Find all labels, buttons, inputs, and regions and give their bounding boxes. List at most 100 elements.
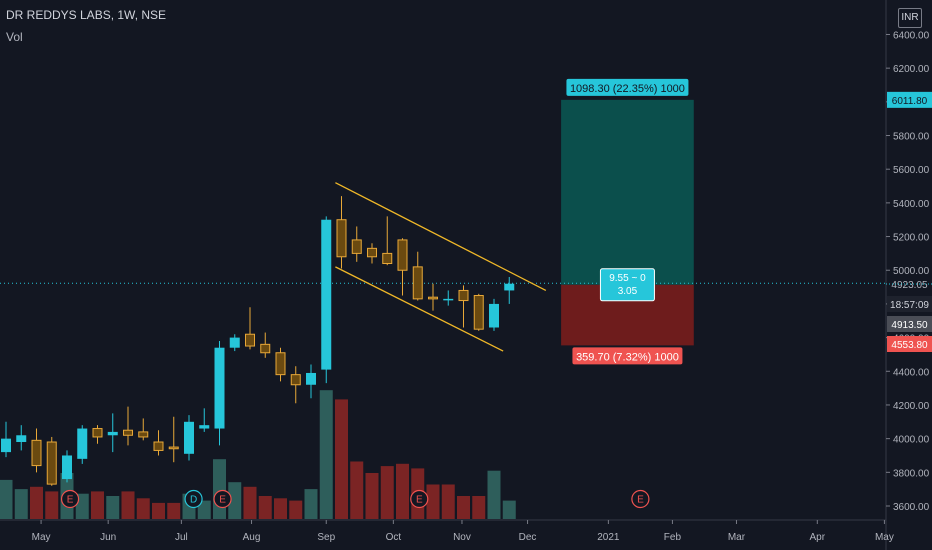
event-marker-label: D [190,495,197,506]
candle-body [306,372,316,385]
y-tick-label: 5200.00 [893,233,930,244]
stop-label: 359.70 (7.32%) 1000 [576,351,679,363]
entry-price-tag-bg [887,316,932,332]
x-tick-label: May [32,532,51,543]
volume-bar [365,473,379,519]
candle-body [229,337,240,348]
candle-body [382,252,393,265]
volume-bar [167,502,181,519]
stop-label-bg [572,347,683,365]
candle-body [458,289,469,302]
volume-bar [335,399,348,519]
volume-bar [289,500,303,519]
x-tick-label: Dec [519,532,537,543]
x-tick-label: Apr [810,532,826,543]
volume-bar [228,482,242,519]
candle-body [31,439,42,467]
candle-body [504,283,515,291]
candle-body [77,428,88,459]
y-tick-label: 5400.00 [893,199,930,210]
falling-wedge-channel[interactable] [335,182,547,352]
candle-body [153,441,164,451]
candle-body [260,343,271,354]
volume-bar [380,466,394,519]
x-tick-label: Feb [664,532,682,543]
ratio-label-bg [599,268,655,302]
volume-bar [213,459,226,519]
target-label: 1098.30 (22.35%) 1000 [570,83,685,95]
target-label-bg [566,78,689,96]
stop-price-tag-bg [887,336,932,352]
volume-bar [121,491,135,519]
candle-body [351,239,362,254]
event-marker-e [60,489,80,509]
event-marker-label: E [416,495,423,506]
channel-upper-line [335,182,547,292]
y-tick-label: 3800.00 [893,468,930,479]
candle-body [489,303,499,328]
ratio-label-line2: 3.05 [618,286,638,297]
channel-lower-line [335,266,504,352]
candle-body [184,421,194,454]
candle-body [46,441,57,485]
event-marker-d [184,489,203,509]
event-marker-e [631,489,650,509]
volume-indicator-label[interactable]: Vol [6,30,23,44]
y-tick-label: 3600.00 [893,502,930,513]
volume-bar [274,498,287,519]
candle-body [107,431,118,436]
long-position-tool[interactable]: 1098.30 (22.35%) 1000 359.70 (7.32%) 1000… [0,78,886,365]
candle-body [214,347,225,429]
y-tick-label: 4000.00 [893,435,930,446]
candle-body [473,295,484,330]
candle-body [1,438,11,453]
x-tick-label: 2021 [597,532,620,543]
current-price-tag: 4923.05 [891,280,928,291]
y-tick-label: 6200.00 [893,64,930,75]
x-tick-label: Oct [386,532,402,543]
volume-bar [502,500,516,519]
event-marker-label: E [67,495,74,506]
volume-bar [91,491,104,519]
symbol-title[interactable]: DR REDDYS LABS, 1W, NSE [6,8,167,22]
candle-body [138,431,149,438]
y-tick-label: 5600.00 [893,165,930,176]
y-tick-label: 4400.00 [893,367,930,378]
volume-bar [487,470,501,519]
entry-price-tag: 4913.50 [891,320,928,331]
candle-body [123,429,133,436]
current-price-tag-bg [887,276,932,292]
event-marker-label: E [219,495,226,506]
volume-bar [197,500,211,519]
volume-bar [30,486,43,519]
x-tick-label: Jun [100,532,116,543]
volume-bar [319,390,333,519]
target-price-tag-bg [887,91,932,108]
volume-bar [457,496,470,519]
target-price-tag: 6011.80 [892,96,928,107]
candlestick-series [1,196,515,486]
candle-body [275,352,286,376]
candle-body [92,428,103,438]
event-marker-e [213,489,232,509]
candle-body [16,435,27,443]
candle-body [428,296,438,300]
countdown-tag: 18:57:09 [890,300,929,311]
countdown-tag-bg [887,296,932,312]
volume-bar [14,489,28,519]
y-tick-label: 4200.00 [893,401,930,412]
volume-bar [0,479,13,519]
volume-bar [258,496,272,519]
candle-body [321,219,332,370]
x-tick-label: Aug [243,532,261,543]
currency-badge[interactable]: INR [898,8,922,28]
time-axis[interactable]: May Jun Jul Aug Sep Oct Nov Dec 2021 Feb Mar Apr May [32,520,894,543]
candle-body [199,425,210,429]
x-tick-label: Nov [453,532,471,543]
x-tick-label: Sep [317,532,335,543]
volume-bar [472,496,486,519]
profit-zone [561,99,694,285]
x-tick-label: May [875,532,894,543]
